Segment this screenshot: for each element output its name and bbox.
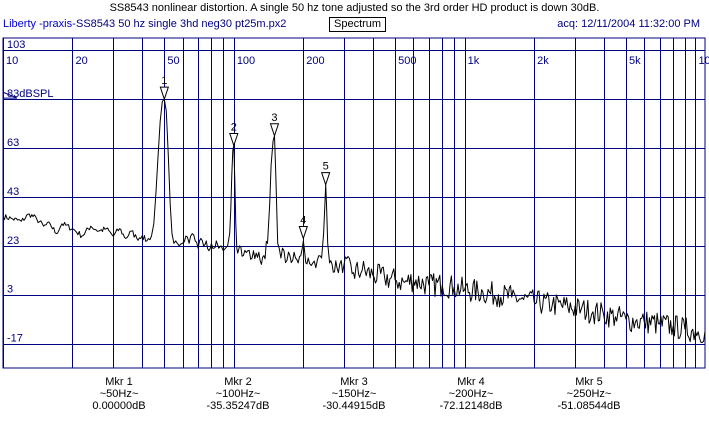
y-tick-label: 83dBSPL (7, 88, 53, 100)
x-tick-label: 2k (537, 55, 549, 67)
x-tick-label: 10k (698, 55, 709, 67)
marker-value: -51.08544dB (557, 400, 621, 412)
y-tick-label: 3 (7, 284, 13, 296)
app-name: Liberty -praxis- (3, 18, 76, 30)
x-tick-label: 500 (398, 55, 416, 67)
y-tick-label: 43 (7, 186, 19, 198)
spectrum-chart[interactable]: 1020501002005001k2k5k10k 10383dBSPL63432… (0, 33, 709, 373)
marker-triangle (298, 225, 308, 241)
marker-readout-4: Mkr 4 ~200Hz~ -72.12148dB (411, 376, 531, 412)
marker-name: Mkr 4 (457, 376, 485, 388)
x-tick-label: 200 (306, 55, 324, 67)
marker-readout-2: Mkr 2 ~100Hz~ -35.35247dB (178, 376, 298, 412)
x-tick-label: 10 (6, 55, 18, 67)
marker-name: Mkr 5 (575, 376, 603, 388)
marker-value: -72.12148dB (439, 400, 503, 412)
marker-triangle (320, 172, 331, 187)
marker-triangle (159, 86, 170, 101)
marker-readout-1: Mkr 1 ~50Hz~ 0.00000dB (59, 376, 179, 412)
spectrum-trace-line (2, 98, 706, 343)
marker-frequency: ~100Hz~ (215, 388, 261, 400)
marker-number: 1 (161, 75, 167, 87)
marker-number: 4 (300, 214, 306, 226)
y-tick-labels: 103 83dBSPL 63 43 23 3 -17 (7, 39, 53, 344)
marker-4: 4 (298, 214, 308, 241)
marker-name: Mkr 1 (105, 376, 133, 388)
spectrum-trace (2, 98, 706, 343)
y-tick-label: -17 (7, 333, 23, 345)
file-name: SS8543 50 hz single 3hd neg30 pt25m.px2 (76, 18, 287, 30)
marker-value: -30.44915dB (322, 400, 386, 412)
marker-readout-3: Mkr 3 ~150Hz~ -30.44915dB (294, 376, 414, 412)
marker-number: 3 (271, 112, 277, 124)
marker-5: 5 (320, 161, 331, 187)
marker-name: Mkr 3 (340, 376, 368, 388)
marker-number: 2 (231, 122, 237, 134)
x-tick-label: 5k (629, 55, 641, 67)
marker-frequency: ~200Hz~ (448, 388, 494, 400)
marker-value: -35.35247dB (206, 400, 270, 412)
marker-frequency: ~50Hz~ (99, 388, 139, 400)
x-tick-label: 100 (237, 55, 255, 67)
marker-frequency: ~150Hz~ (331, 388, 377, 400)
marker-frequency: ~250Hz~ (566, 388, 612, 400)
marker-value: 0.00000dB (92, 400, 146, 412)
marker-name: Mkr 2 (224, 376, 252, 388)
y-tick-label: 63 (7, 137, 19, 149)
x-tick-labels: 10 20 50 100 200 500 1k 2k 5k 10k (6, 55, 709, 67)
marker-1: 1 (159, 75, 170, 101)
marker-triangle (229, 133, 239, 148)
markers: 1 2 3 4 5 (159, 75, 331, 241)
y-tick-label: 23 (7, 235, 19, 247)
y-tick-label: 103 (7, 39, 25, 51)
x-tick-label: 1k (468, 55, 480, 67)
marker-3: 3 (269, 112, 280, 138)
x-tick-label: 50 (167, 55, 179, 67)
grid-lines (2, 37, 706, 369)
marker-triangle (269, 123, 280, 138)
reference-level-arrow (2, 91, 18, 99)
marker-2: 2 (229, 122, 239, 148)
reference-arrow-shape (2, 91, 18, 99)
chart-title: SS8543 nonlinear distortion. A single 50… (109, 2, 600, 14)
x-tick-label: 20 (75, 55, 87, 67)
spectrum-button[interactable]: Spectrum (329, 17, 387, 32)
marker-number: 5 (323, 161, 329, 173)
acquisition-timestamp: acq: 12/11/2004 11:32:00 PM (557, 18, 700, 30)
marker-readout-5: Mkr 5 ~250Hz~ -51.08544dB (529, 376, 649, 412)
